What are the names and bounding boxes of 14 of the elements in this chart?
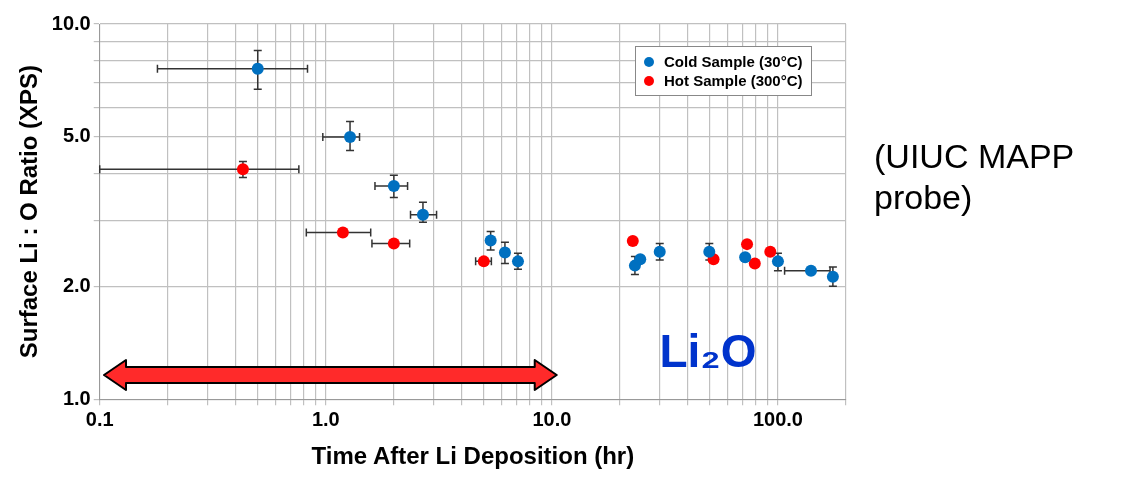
y-axis-title: Surface Li : O Ratio (XPS) xyxy=(15,64,43,359)
x-axis-title: Time After Li Deposition (hr) xyxy=(311,442,635,470)
text: (UIUC MAPP probe) xyxy=(874,136,1075,218)
y-tick-label: 1.0 xyxy=(62,386,91,409)
x-tick-label: 10.0 xyxy=(532,407,572,430)
annotation: Li₂O xyxy=(659,324,757,379)
x-tick-label: 100.0 xyxy=(752,407,803,430)
legend-label: Cold Sample (30°C) xyxy=(664,53,803,70)
x-tick-label: 1.0 xyxy=(311,407,340,430)
y-tick-label: 10.0 xyxy=(51,11,91,34)
x-tick-label: 0.1 xyxy=(85,407,114,430)
y-tick-label: 2.0 xyxy=(62,273,91,296)
legend-label: Hot Sample (300°C) xyxy=(664,72,803,89)
y-tick-label: 5.0 xyxy=(62,124,91,147)
